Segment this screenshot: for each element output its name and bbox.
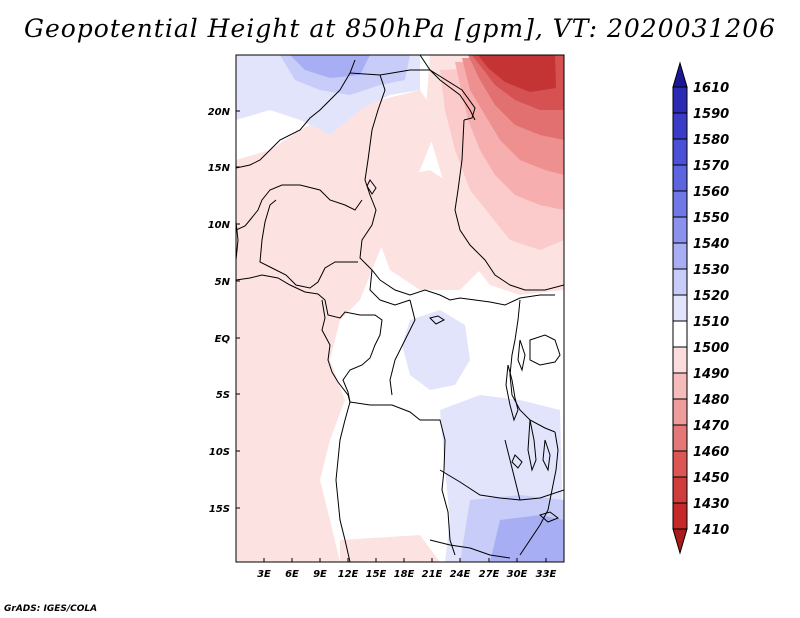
x-tick-label: 18E bbox=[394, 569, 415, 580]
x-tick-label: 30E bbox=[507, 569, 528, 580]
colorbar-label: 1590 bbox=[693, 107, 729, 122]
colorbar-swatch bbox=[672, 372, 688, 400]
credit-text: GrADS: IGES/COLA bbox=[4, 604, 98, 614]
lakes bbox=[366, 179, 560, 523]
colorbar-label: 1500 bbox=[693, 341, 729, 356]
colorbar-label: 1430 bbox=[693, 497, 729, 512]
colorbar-label: 1550 bbox=[693, 211, 729, 226]
colorbar-swatch bbox=[672, 502, 688, 530]
colorbar-label: 1540 bbox=[693, 237, 729, 252]
y-tick-label: 15S bbox=[209, 504, 230, 515]
colorbar-label: 1460 bbox=[693, 445, 729, 460]
x-tick-label: 21E bbox=[422, 569, 443, 580]
x-tick-label: 33E bbox=[536, 569, 557, 580]
colorbar-label: 1510 bbox=[693, 315, 729, 330]
x-tick-label: 27E bbox=[479, 569, 500, 580]
colorbar-swatch bbox=[672, 398, 688, 426]
colorbar-label: 1470 bbox=[693, 419, 729, 434]
colorbar-swatch bbox=[672, 190, 688, 218]
country-borders bbox=[236, 55, 564, 562]
x-tick-label: 3E bbox=[257, 569, 271, 580]
colorbar-label: 1560 bbox=[693, 185, 729, 200]
colorbar-swatch bbox=[672, 268, 688, 296]
colorbar-top-arrow bbox=[672, 61, 688, 88]
x-tick-label: 6E bbox=[285, 569, 299, 580]
colorbar-bottom-arrow bbox=[672, 528, 688, 555]
colorbar-swatch bbox=[672, 216, 688, 244]
map-plot-area bbox=[236, 55, 564, 562]
colorbar-label: 1480 bbox=[693, 393, 729, 408]
colorbar-label: 1410 bbox=[693, 523, 729, 538]
colorbar-swatch bbox=[672, 86, 688, 114]
colorbar-swatch bbox=[672, 476, 688, 504]
colorbar-swatch bbox=[672, 320, 688, 348]
x-tick-label: 15E bbox=[366, 569, 387, 580]
colorbar-swatch bbox=[672, 424, 688, 452]
x-tick-label: 9E bbox=[313, 569, 327, 580]
colorbar-swatch bbox=[672, 242, 688, 270]
colorbar-label: 1450 bbox=[693, 471, 729, 486]
colorbar-swatch bbox=[672, 138, 688, 166]
y-tick-label: 5N bbox=[215, 277, 231, 288]
colorbar-label: 1490 bbox=[693, 367, 729, 382]
x-tick-label: 24E bbox=[450, 569, 471, 580]
colorbar-swatch bbox=[672, 164, 688, 192]
colorbar-label: 1610 bbox=[693, 81, 729, 96]
y-tick-label: 15N bbox=[208, 163, 231, 174]
x-tick-label: 12E bbox=[338, 569, 359, 580]
map-frame bbox=[235, 54, 565, 563]
colorbar-label: 1580 bbox=[693, 133, 729, 148]
y-tick-label: 10S bbox=[209, 447, 230, 458]
y-tick-label: 5S bbox=[216, 390, 230, 401]
x-axis: 3E 6E 9E 12E 15E 18E 21E 24E 27E 30E 33E bbox=[257, 558, 557, 580]
colorbar-swatch bbox=[672, 294, 688, 322]
map-title: Geopotential Height at 850hPa [gpm], VT:… bbox=[23, 14, 777, 43]
colorbar-swatch bbox=[672, 450, 688, 478]
colorbar-swatch bbox=[672, 346, 688, 374]
y-tick-label: EQ bbox=[215, 334, 231, 345]
colorbar-swatch bbox=[672, 112, 688, 140]
colorbar-label: 1570 bbox=[693, 159, 729, 174]
colorbar-label: 1520 bbox=[693, 289, 729, 304]
y-tick-label: 10N bbox=[208, 220, 231, 231]
colorbar-label: 1530 bbox=[693, 263, 729, 278]
colorbar: 1610 1590 1580 1570 1560 1550 1540 1530 1520 1510… bbox=[672, 61, 729, 555]
y-tick-label: 20N bbox=[208, 107, 231, 118]
y-axis: 20N 15N 10N 5N EQ 5S 10S 15S bbox=[208, 107, 240, 515]
